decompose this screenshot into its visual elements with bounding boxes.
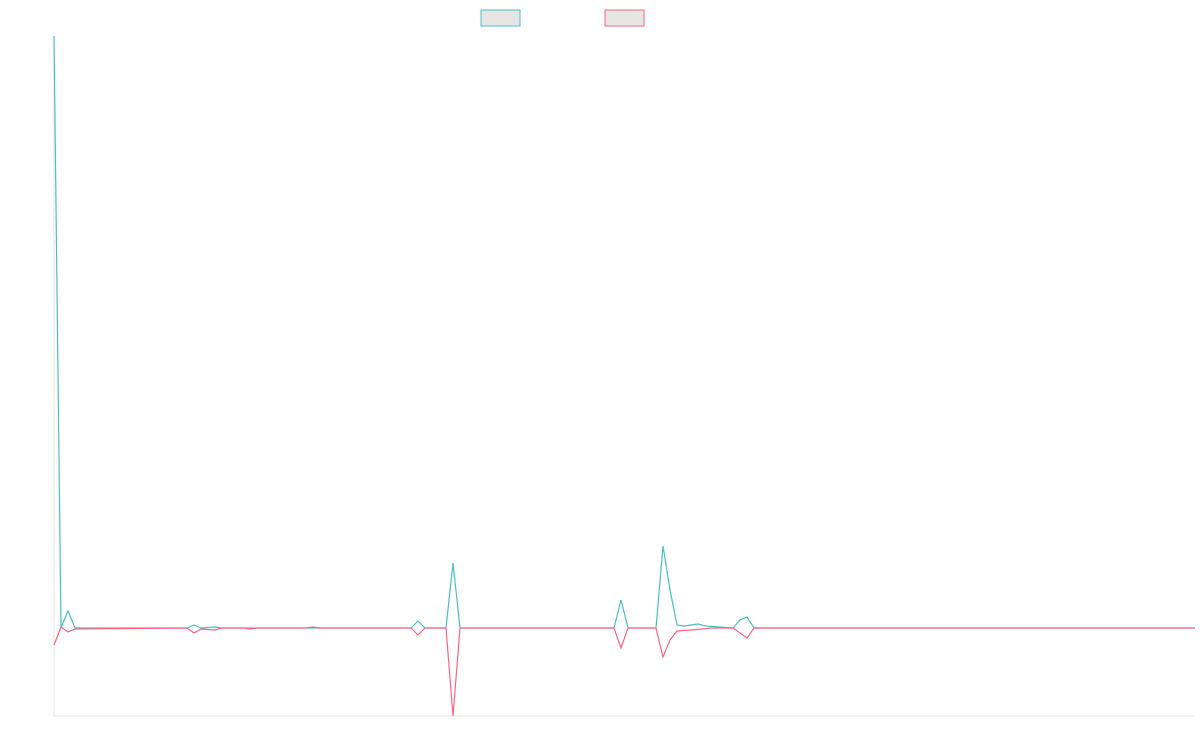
series-line [53, 35, 1195, 629]
legend-swatch [480, 9, 521, 27]
series-line [53, 626, 1195, 717]
legend-swatch [604, 9, 645, 27]
